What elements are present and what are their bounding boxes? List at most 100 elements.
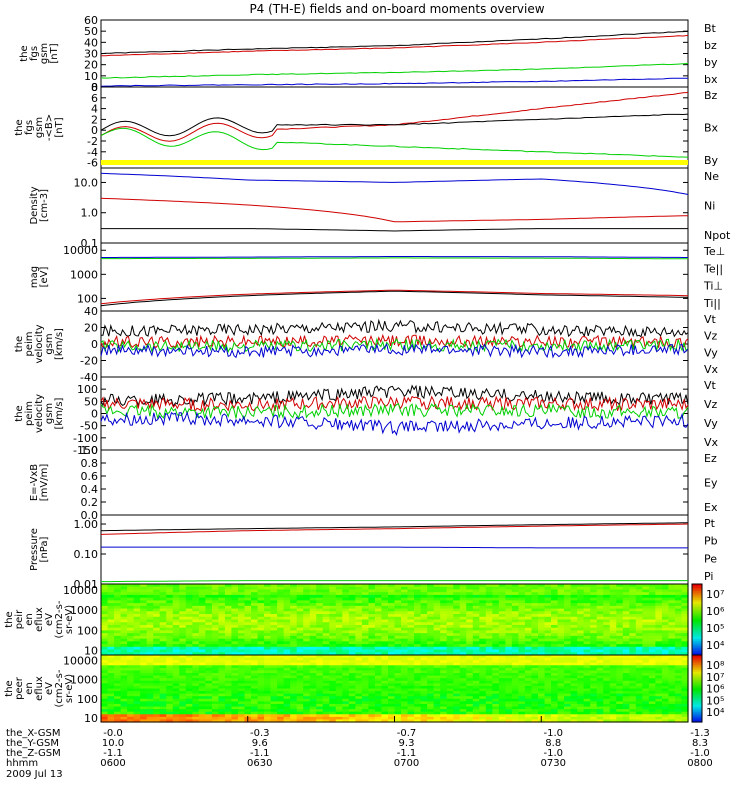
spectrogram-cell	[433, 696, 441, 700]
spectrogram-cell	[609, 594, 617, 599]
spectrogram-cell	[257, 635, 265, 640]
spectrogram-cell	[505, 646, 513, 651]
spectrogram-cell	[218, 616, 226, 621]
spectrogram-cell	[348, 696, 356, 700]
spectrogram-cell	[590, 698, 598, 702]
spectrogram-cell	[309, 680, 317, 684]
spectrogram-cell	[440, 644, 448, 648]
spectrogram-cell	[459, 685, 467, 690]
spectrogram-cell	[564, 584, 572, 588]
spectrogram-cell	[224, 652, 233, 656]
spectrogram-cell	[283, 644, 291, 648]
spectrogram-cell	[661, 657, 670, 661]
spectrogram-cell	[642, 635, 650, 640]
spectrogram-cell	[140, 696, 148, 700]
spectrogram-cell	[329, 667, 337, 672]
spectrogram-cell	[264, 611, 272, 615]
spectrogram-cell	[172, 662, 180, 666]
spectrogram-cell	[537, 673, 546, 677]
spectrogram-cell	[681, 703, 689, 708]
spectrogram-cell	[283, 638, 291, 642]
spectrogram-cell	[290, 696, 298, 700]
spectrogram-cell	[146, 655, 154, 659]
spectrogram-cell	[127, 641, 135, 645]
spectrogram-cell	[485, 665, 493, 669]
spectrogram-cell	[224, 611, 233, 615]
spectrogram-cell	[127, 649, 135, 653]
spectrogram-cell	[348, 706, 356, 710]
spectrogram-cell	[570, 688, 578, 692]
spectrogram-cell	[257, 678, 265, 682]
spectrogram-cell	[427, 714, 435, 718]
spectrogram-cell	[577, 688, 585, 692]
spectrogram-cell	[387, 685, 396, 690]
spectrogram-cell	[101, 627, 109, 632]
spectrogram-cell	[374, 584, 383, 588]
spectrogram-cell	[290, 624, 298, 629]
spectrogram-cell	[596, 597, 604, 601]
spectrogram-cell	[544, 627, 552, 632]
spectrogram-cell	[114, 611, 122, 615]
spectrogram-cell	[524, 589, 533, 593]
spectrogram-cell	[518, 709, 526, 713]
spectrogram-cell	[466, 630, 474, 634]
spectrogram-cell	[192, 589, 200, 593]
spectrogram-cell	[492, 603, 500, 607]
spectrogram-cell	[414, 670, 422, 674]
spectrogram-cell	[674, 660, 683, 664]
spectrogram-cell	[251, 696, 259, 700]
spectrogram-cell	[446, 667, 454, 672]
spectrogram-cell	[290, 594, 298, 599]
spectrogram-cell	[427, 594, 435, 599]
y-axis-label: -<B>	[44, 114, 55, 141]
spectrogram-cell	[505, 641, 513, 645]
spectrogram-cell	[681, 614, 689, 618]
spectrogram-cell	[635, 586, 643, 591]
spectrogram-cell	[466, 584, 474, 588]
spectrogram-cell	[635, 614, 643, 618]
spectrogram-cell	[544, 649, 552, 653]
spectrogram-cell	[316, 667, 324, 672]
spectrogram-cell	[387, 719, 396, 723]
spectrogram-cell	[440, 649, 448, 653]
spectrogram-cell	[309, 688, 317, 692]
spectrogram-cell	[277, 627, 285, 632]
spectrogram-cell	[251, 662, 259, 666]
spectrogram-cell	[492, 657, 500, 661]
spectrogram-cell	[322, 649, 330, 653]
spectrogram-cell	[146, 638, 154, 642]
spectrogram-cell	[264, 597, 272, 601]
spectrogram-cell	[498, 701, 506, 705]
spectrogram-cell	[335, 660, 343, 664]
spectrogram-cell	[459, 691, 467, 695]
spectrogram-cell	[355, 709, 363, 713]
spectrogram-cell	[616, 584, 624, 588]
spectrogram-cell	[518, 698, 526, 702]
spectrogram-cell	[629, 688, 637, 692]
spectrogram-cell	[453, 706, 461, 710]
spectrogram-cell	[114, 649, 122, 653]
spectrogram-cell	[635, 688, 643, 692]
spectrogram-cell	[114, 641, 122, 645]
spectrogram-cell	[303, 592, 311, 596]
spectrogram-cell	[492, 703, 500, 708]
spectrogram-cell	[433, 649, 441, 653]
spectrogram-cell	[629, 716, 637, 721]
spectrogram-cell	[427, 667, 435, 672]
spectrogram-cell	[355, 603, 363, 607]
spectrogram-cell	[622, 619, 630, 623]
spectrogram-cell	[394, 693, 402, 697]
spectrogram-cell	[224, 698, 233, 702]
spectrogram-cell	[290, 627, 298, 632]
spectrogram-cell	[518, 605, 526, 610]
spectrogram-cell	[564, 611, 572, 615]
spectrogram-cell	[394, 714, 402, 718]
spectrogram-cell	[387, 624, 396, 629]
spectrogram-cell	[159, 696, 167, 700]
spectrogram-cell	[407, 616, 415, 621]
spectrogram-cell	[166, 597, 174, 601]
spectrogram-cell	[381, 678, 389, 682]
spectrogram-cell	[218, 611, 226, 615]
spectrogram-cell	[453, 597, 461, 601]
spectrogram-cell	[374, 644, 383, 648]
